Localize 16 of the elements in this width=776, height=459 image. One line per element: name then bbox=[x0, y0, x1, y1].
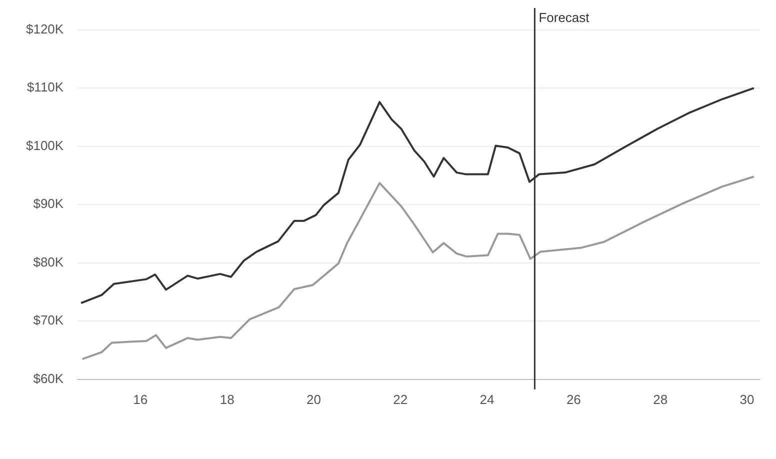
x-tick-label: 22 bbox=[393, 392, 408, 407]
x-tick-label: 24 bbox=[480, 392, 494, 407]
x-tick-label: 16 bbox=[133, 392, 148, 407]
x-tick-label: 30 bbox=[740, 392, 754, 407]
y-tick-label: $80K bbox=[33, 254, 64, 270]
y-tick-label: $100K bbox=[26, 138, 64, 153]
y-tick-label: $90K bbox=[33, 196, 64, 212]
y-tick-label: $120K bbox=[26, 21, 64, 36]
y-tick-label: $70K bbox=[33, 312, 64, 328]
ref-line-label: Forecast bbox=[538, 10, 590, 26]
x-tick-label: 26 bbox=[566, 392, 581, 407]
y-tick-label: $110K bbox=[26, 80, 64, 95]
x-tick-label: 20 bbox=[306, 392, 321, 407]
x-tick-label: 28 bbox=[653, 392, 668, 407]
x-tick-label: 18 bbox=[220, 392, 234, 407]
y-tick-label: $60K bbox=[33, 370, 64, 386]
